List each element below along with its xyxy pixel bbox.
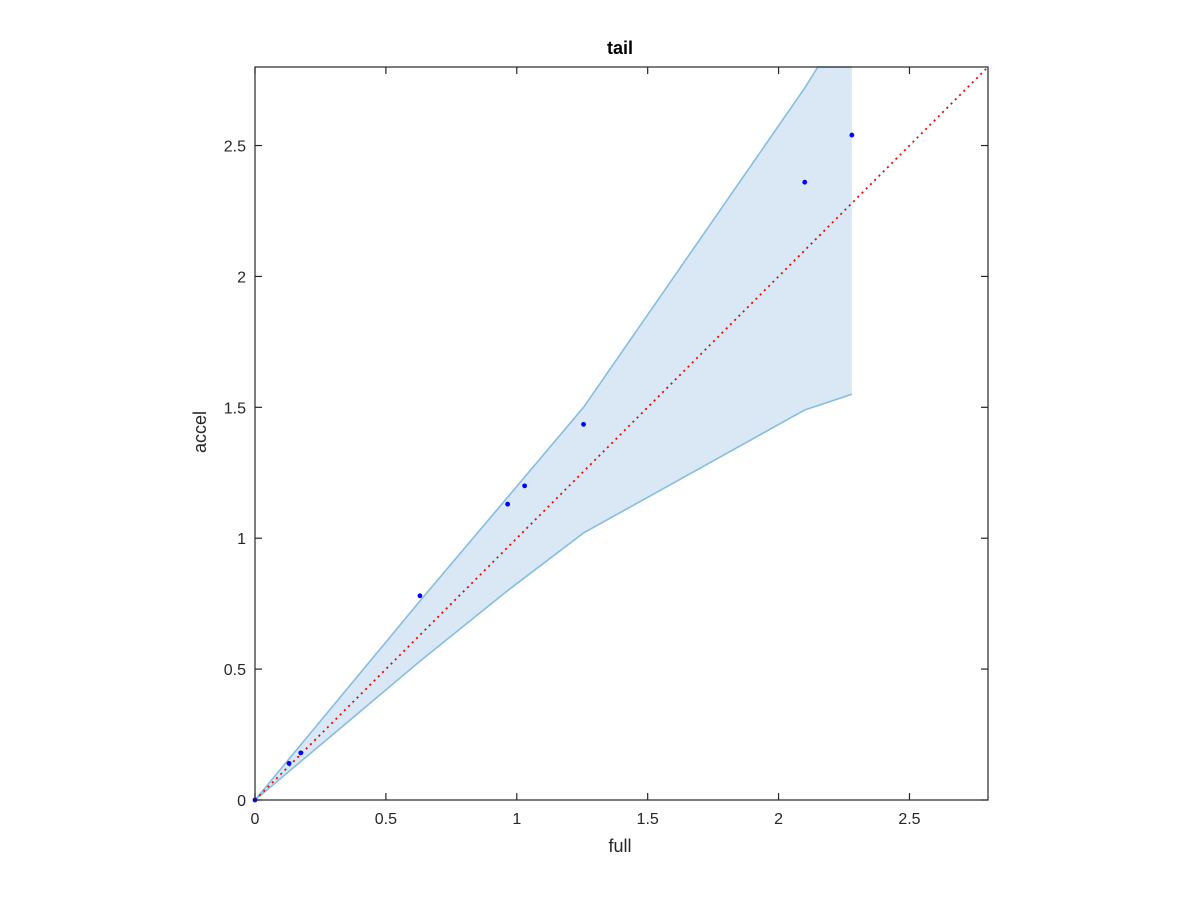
- data-point: [286, 760, 292, 766]
- y-tick-label: 0.5: [224, 662, 246, 679]
- x-tick-label: 2.5: [898, 811, 920, 828]
- x-tick-label: 0: [251, 811, 260, 828]
- x-axis-ticks: 0 0.5 1 1.5 2 2.5: [251, 67, 921, 828]
- band-lower-edge: [254, 393, 853, 801]
- data-point: [802, 179, 808, 185]
- x-tick-label: 1: [512, 811, 521, 828]
- y-axis-label: accel: [190, 411, 210, 453]
- data-point: [522, 483, 528, 489]
- y-tick-label: 0: [237, 793, 246, 810]
- y-tick-label: 1: [237, 531, 246, 548]
- plot-area: [252, 66, 989, 803]
- chart-title: tail: [607, 38, 633, 58]
- x-tick-label: 2: [774, 811, 783, 828]
- y-tick-label: 2: [237, 269, 246, 286]
- y-axis-ticks: 0 0.5 1 1.5 2 2.5: [224, 139, 988, 810]
- x-axis-label: full: [608, 836, 631, 856]
- data-point: [417, 593, 423, 599]
- data-point: [298, 750, 304, 756]
- data-point: [849, 132, 855, 138]
- x-tick-label: 1.5: [637, 811, 659, 828]
- y-tick-label: 1.5: [224, 400, 246, 417]
- data-point: [505, 501, 511, 507]
- axes-box: [254, 66, 989, 801]
- data-point: [581, 421, 586, 427]
- y-tick-label: 2.5: [224, 139, 246, 156]
- x-tick-label: 0.5: [375, 811, 397, 828]
- confidence-band: [255, 67, 852, 800]
